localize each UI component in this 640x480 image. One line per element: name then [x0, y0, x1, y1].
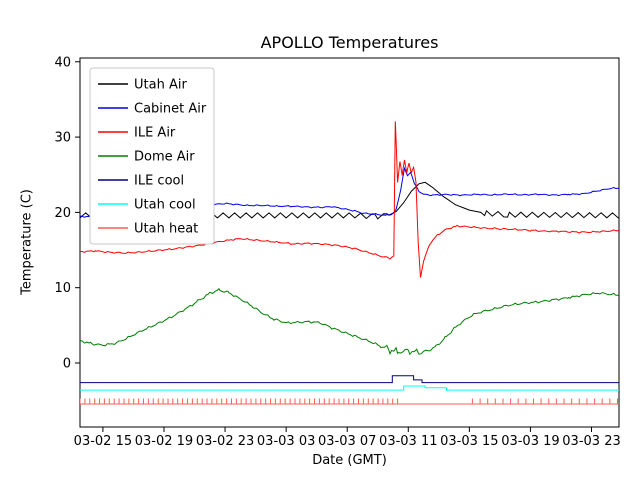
legend-label: Utah cool	[134, 198, 196, 213]
series-group	[80, 121, 619, 405]
series-utah-cool	[80, 385, 619, 391]
y-tick-label: 20	[54, 206, 71, 221]
x-tick-label: 03-02 15	[74, 434, 132, 449]
y-tick-label: 0	[63, 356, 71, 371]
legend-label: ILE Air	[134, 126, 176, 141]
y-tick-label: 30	[54, 131, 71, 146]
x-tick-label: 03-02 19	[135, 434, 193, 449]
series-ile-cool	[80, 375, 619, 384]
series-ile-air	[80, 121, 619, 278]
y-axis-label: Temperature (C)	[19, 189, 35, 295]
x-tick-label: 03-03 15	[440, 434, 498, 449]
x-tick-label: 03-03 03	[257, 434, 315, 449]
legend-label: Dome Air	[134, 150, 195, 165]
x-tick-label: 03-02 23	[196, 434, 254, 449]
x-tick-label: 03-03 07	[318, 434, 376, 449]
legend-label: Utah heat	[134, 222, 198, 237]
legend-label: Cabinet Air	[134, 102, 207, 117]
chart-title: APOLLO Temperatures	[260, 33, 439, 52]
legend-label: ILE cool	[134, 174, 184, 189]
series-dome-air	[80, 287, 619, 356]
x-tick-label: 03-03 19	[501, 434, 559, 449]
y-tick-label: 10	[54, 281, 71, 296]
series-utah-heat	[80, 398, 619, 405]
legend-label: Utah Air	[134, 78, 187, 93]
x-tick-label: 03-03 11	[379, 434, 437, 449]
x-tick-label: 03-03 23	[562, 434, 620, 449]
legend: Utah Air Cabinet Air ILE Air Dome Air ILE co…	[89, 67, 215, 245]
x-axis-label: Date (GMT)	[312, 453, 387, 468]
y-tick-label: 40	[54, 55, 71, 70]
